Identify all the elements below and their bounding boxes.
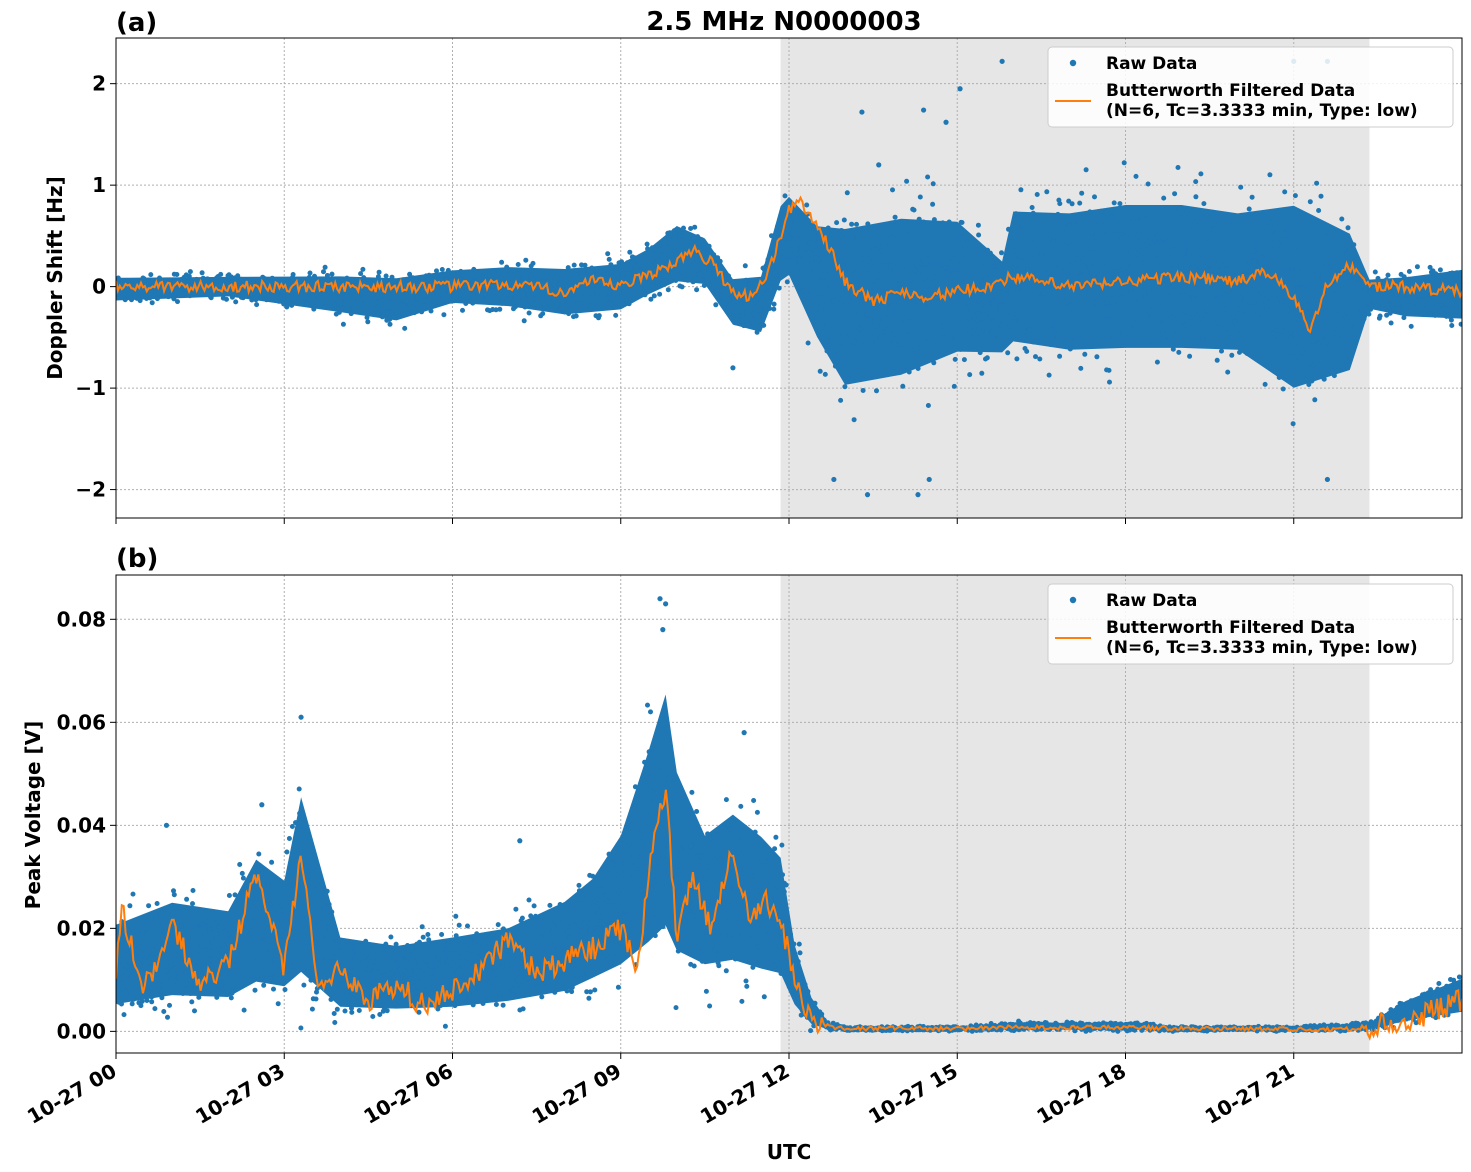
x-tick-label: 10-27 09	[528, 1059, 626, 1129]
raw-data-outlier	[730, 365, 735, 370]
legend-filtered-label: Butterworth Filtered Data	[1106, 81, 1355, 101]
x-tick-label: 10-27 12	[696, 1059, 794, 1129]
legend: Raw Data Butterworth Filtered Data(N=6, T…	[1048, 47, 1453, 127]
raw-data-outlier	[876, 162, 881, 167]
y-tick-label: 0.08	[57, 607, 106, 631]
raw-data-outlier	[915, 492, 920, 497]
y-tick-label: 0.06	[57, 710, 106, 734]
panel-b-peak-voltage: (b) 0.08 0.06 0.04 0.02 0.00 Raw Data Butterwo…	[21, 544, 1462, 1059]
legend-raw-label: Raw Data	[1106, 54, 1197, 74]
y-tick-label: 0.04	[57, 813, 106, 837]
raw-data-outlier	[298, 715, 303, 720]
raw-data-outlier	[831, 477, 836, 482]
raw-data-outlier	[663, 601, 668, 606]
x-tick-label: 10-27 03	[191, 1059, 289, 1129]
raw-data-outlier	[865, 492, 870, 497]
legend-filtered-label: Butterworth Filtered Data	[1106, 618, 1355, 638]
legend-filtered-params: (N=6, Tc=3.3333 min, Type: low)	[1106, 638, 1418, 658]
raw-data-outlier	[660, 627, 665, 632]
x-tick-label: 10-27 15	[864, 1059, 962, 1129]
panel-b-y-axis-label: Peak Voltage [V]	[21, 721, 45, 910]
raw-data-outlier	[927, 477, 932, 482]
y-tick-label: −2	[75, 478, 106, 502]
legend-raw-marker	[1070, 60, 1076, 66]
raw-data-outlier	[1000, 59, 1005, 64]
x-axis-label: UTC	[767, 1140, 812, 1164]
chart-title: 2.5 MHz N0000003	[646, 7, 921, 37]
y-tick-label: 2	[92, 72, 106, 96]
y-tick-label: 0	[92, 275, 106, 299]
x-tick-labels: 10-27 00 10-27 03 10-27 06 10-27 09 10-27 12…	[23, 1059, 1298, 1129]
panel-b-plot-area: 0.08 0.06 0.04 0.02 0.00 Raw Data Butterworth …	[57, 575, 1462, 1059]
x-tick-label: 10-27 06	[359, 1059, 457, 1129]
raw-data-outlier	[1325, 477, 1330, 482]
raw-data-outlier	[921, 107, 926, 112]
figure: 2.5 MHz N0000003 (a) 2 1 0 −1 −2 Raw Data Butt…	[0, 0, 1471, 1172]
raw-data-outlier	[164, 823, 169, 828]
panel-a-plot-area: 2 1 0 −1 −2 Raw Data Butterworth Filtered Data…	[75, 38, 1462, 524]
raw-data-outlier	[657, 596, 662, 601]
y-tick-label: 0.02	[57, 916, 106, 940]
x-tick-label: 10-27 00	[23, 1059, 121, 1129]
y-tick-label: 1	[92, 173, 106, 197]
legend-raw-label: Raw Data	[1106, 591, 1197, 611]
panel-a-doppler-shift: (a) 2 1 0 −1 −2 Raw Data Butterworth Filtered …	[43, 8, 1462, 524]
panel-a-y-axis-label: Doppler Shift [Hz]	[43, 176, 67, 380]
raw-data-outlier	[859, 109, 864, 114]
raw-data-outlier	[957, 86, 962, 91]
panel-b-label: (b)	[116, 544, 158, 574]
legend-raw-marker	[1070, 597, 1076, 603]
panel-a-label: (a)	[116, 8, 157, 38]
x-tick-label: 10-27 21	[1201, 1059, 1299, 1129]
raw-data-outlier	[517, 838, 522, 843]
raw-data-outlier	[742, 730, 747, 735]
y-tick-label: −1	[75, 376, 106, 400]
x-tick-label: 10-27 18	[1032, 1059, 1130, 1129]
legend: Raw Data Butterworth Filtered Data(N=6, T…	[1048, 584, 1453, 664]
raw-data-outlier	[259, 802, 264, 807]
legend-filtered-params: (N=6, Tc=3.3333 min, Type: low)	[1106, 101, 1418, 121]
raw-data-outlier	[943, 120, 948, 125]
y-tick-label: 0.00	[57, 1019, 106, 1043]
